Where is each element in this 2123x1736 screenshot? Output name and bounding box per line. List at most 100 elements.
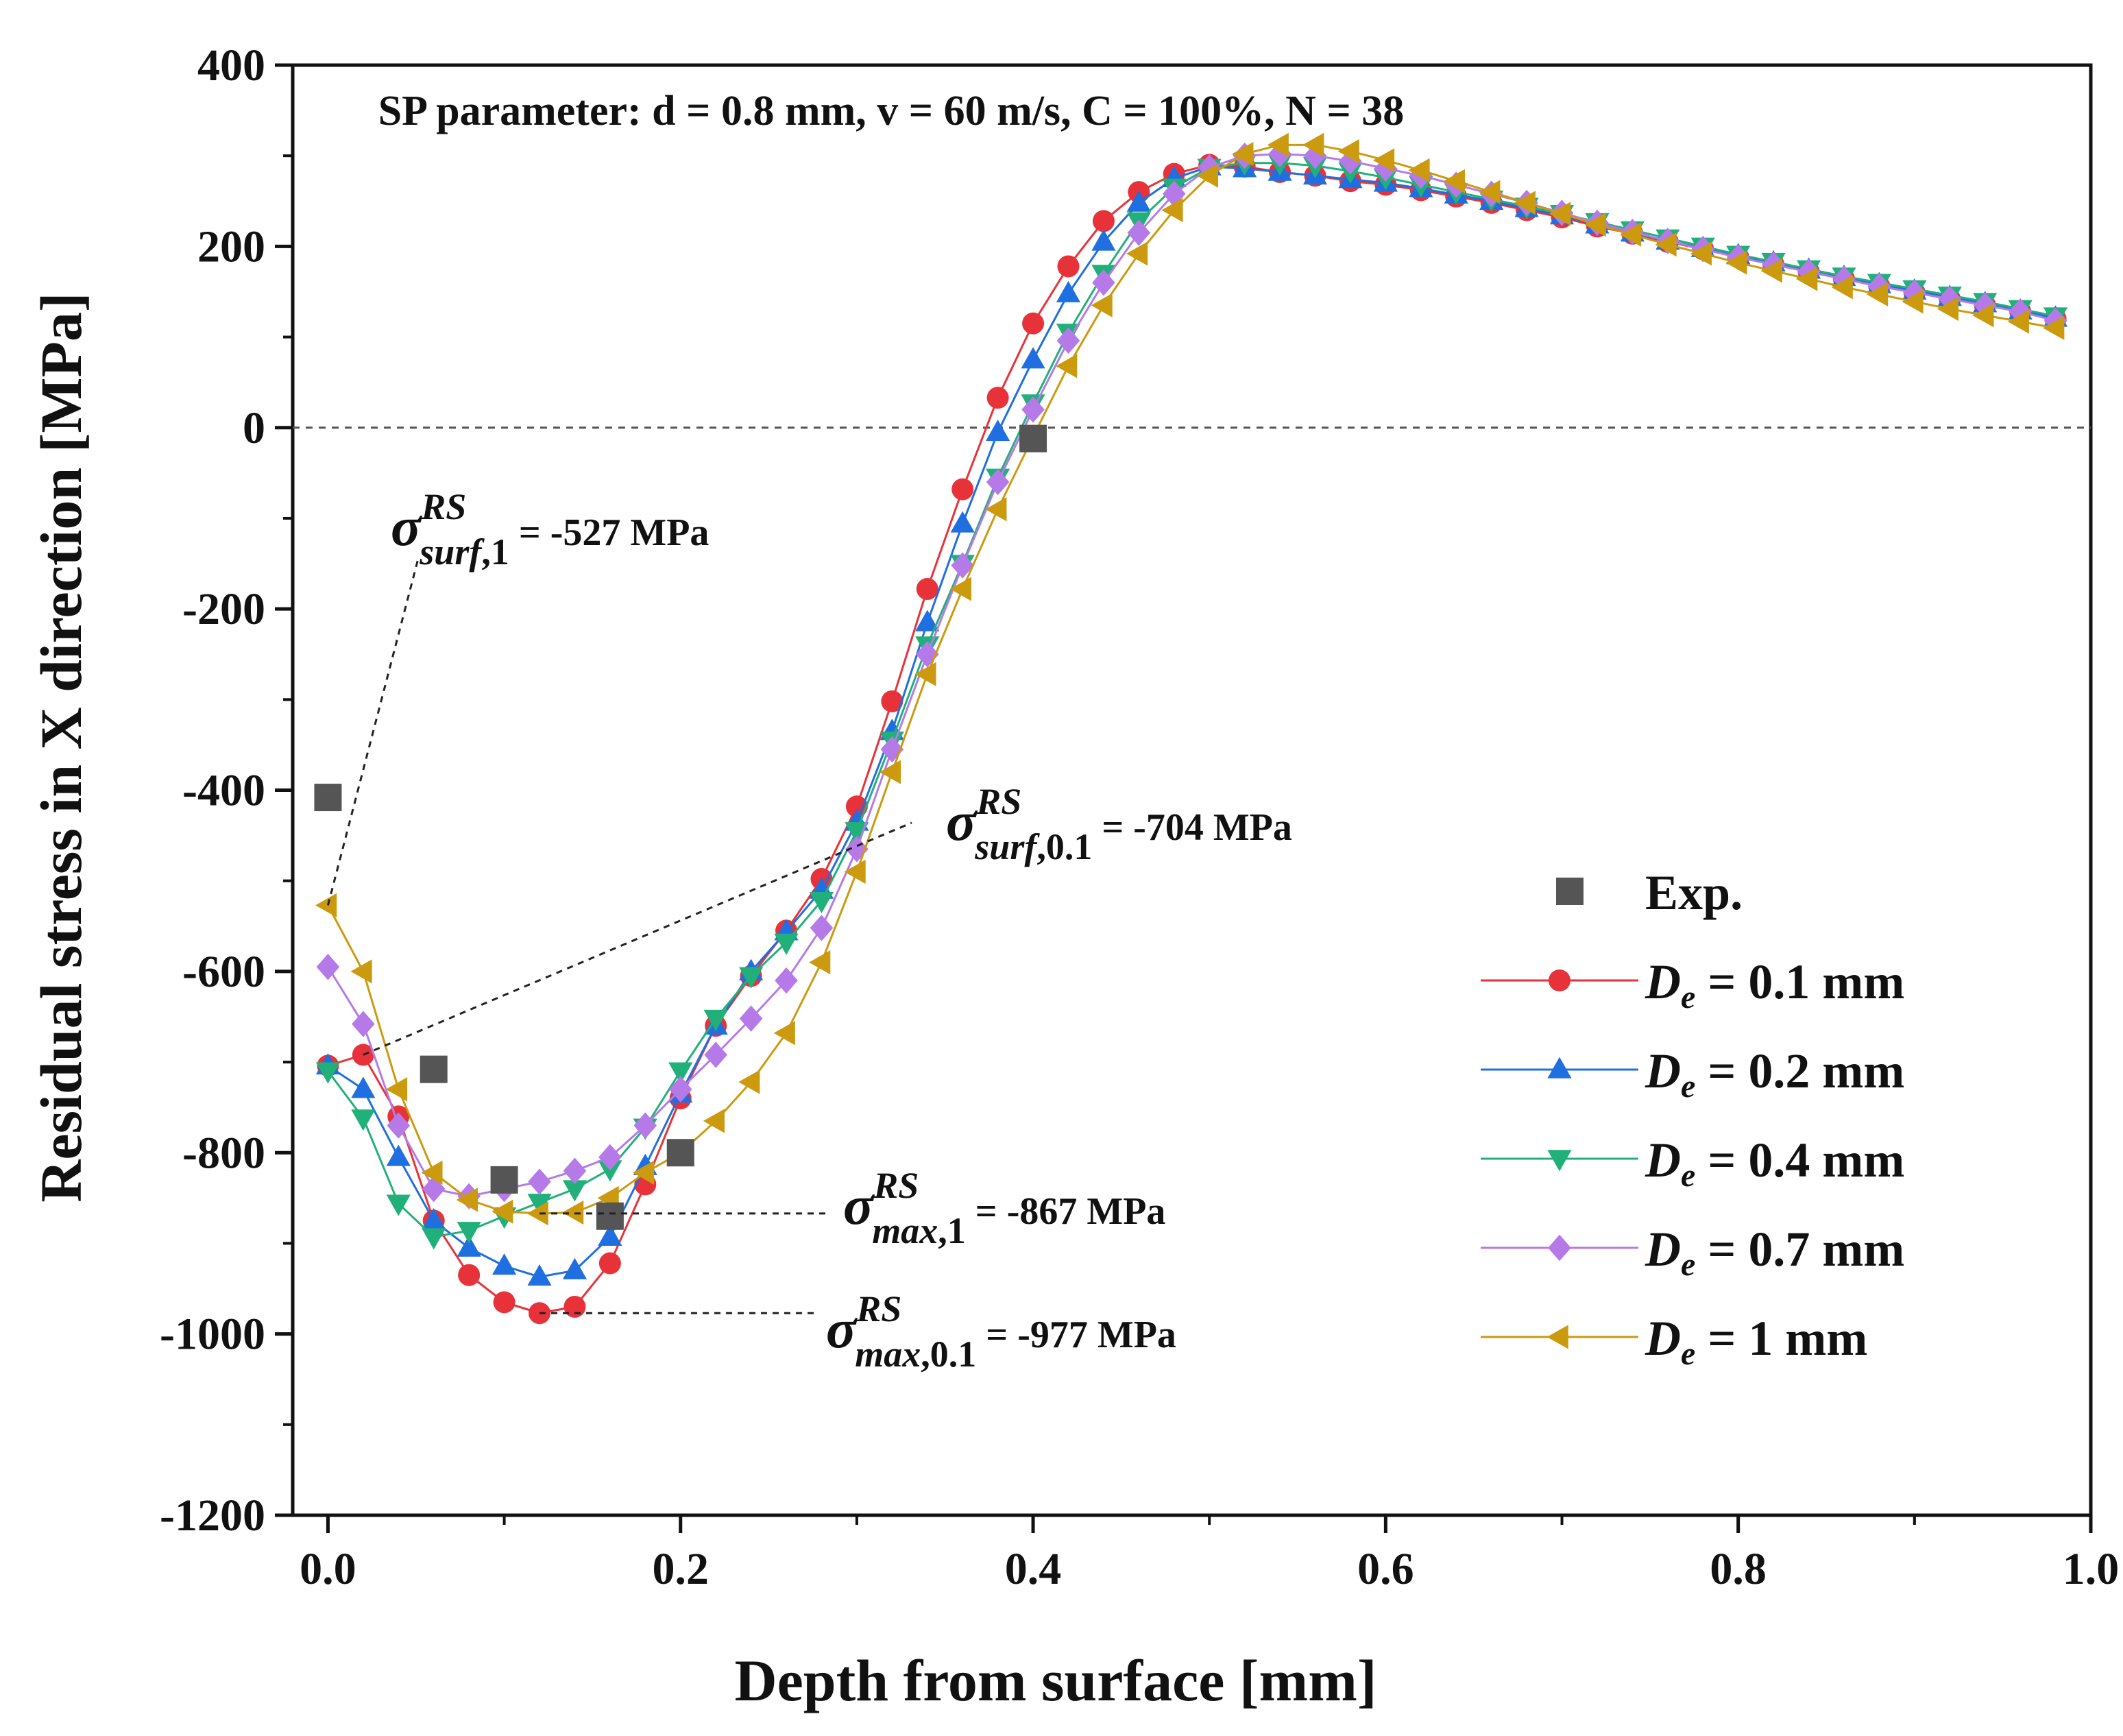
legend-sub: e xyxy=(1681,1336,1695,1372)
series-point xyxy=(526,1201,548,1226)
annotation-sup: RS xyxy=(873,1165,919,1206)
x-axis-title: Depth from surface [mm] xyxy=(735,1648,1377,1713)
annotation-text: = -704 MPa xyxy=(1092,806,1292,849)
y-tick-label: -800 xyxy=(182,1128,265,1178)
series-point xyxy=(739,967,764,989)
series-point xyxy=(1797,258,1821,285)
legend-item-2: De = 0.2 mm xyxy=(1481,1044,1904,1105)
series-point xyxy=(1584,213,1606,237)
legend-rest: = 0.7 mm xyxy=(1695,1222,1904,1277)
series-point xyxy=(986,387,1009,409)
series-point xyxy=(527,1264,552,1286)
y-axis-title: Residual stress in X direction [MPa] xyxy=(28,292,94,1202)
x-tick-label: 0.0 xyxy=(300,1544,356,1594)
series-point xyxy=(457,1235,481,1257)
y-tick-label: 200 xyxy=(197,221,265,272)
annotation-surf01: σRS surf,0.1 = -704 MPa xyxy=(363,781,1292,1056)
series-point xyxy=(845,822,869,844)
annotation-max01: σRS max,0.1 = -977 MPa xyxy=(539,1288,1176,1375)
annotation-leader xyxy=(326,558,420,906)
series-point xyxy=(563,1157,587,1184)
legend-sub: e xyxy=(1681,1246,1695,1283)
legend-sub: e xyxy=(1681,979,1695,1015)
series-5 xyxy=(315,132,2065,1226)
series-point xyxy=(985,497,1007,522)
series-point xyxy=(1127,219,1151,246)
legend-marker xyxy=(1547,1057,1572,1078)
exp-point xyxy=(490,1166,518,1194)
legend-var: D xyxy=(1645,954,1681,1009)
annotation-sup: RS xyxy=(420,486,466,527)
series-point xyxy=(422,1207,446,1230)
series-point xyxy=(1973,292,1997,319)
series-point xyxy=(951,552,974,579)
legend-exp-label: Exp. xyxy=(1645,865,1743,920)
series-point xyxy=(1514,191,1536,215)
annotation-sym: σ xyxy=(843,1174,875,1236)
series-point xyxy=(492,1253,517,1275)
series-point xyxy=(456,1188,478,1212)
series-2 xyxy=(315,154,2068,1286)
series-point xyxy=(458,1264,481,1286)
series-point xyxy=(633,1112,657,1139)
legend-item-5: De = 1 mm xyxy=(1481,1311,1867,1372)
series-point xyxy=(844,859,866,884)
series-point xyxy=(1056,280,1081,302)
series-point xyxy=(598,1144,622,1171)
y-tick-label: -1200 xyxy=(160,1491,265,1541)
series-point xyxy=(1056,354,1078,378)
annotation-sup: RS xyxy=(975,781,1021,822)
series-point xyxy=(493,1291,515,1314)
legend-label: De = 0.1 mm xyxy=(1645,954,1904,1015)
series-point xyxy=(668,1076,692,1102)
legend-label: De = 0.7 mm xyxy=(1645,1222,1904,1283)
series-point xyxy=(845,795,868,818)
annotation-sub: max xyxy=(855,1334,921,1375)
series-point xyxy=(1091,229,1116,251)
series-point xyxy=(352,1011,375,1037)
series-point xyxy=(1408,158,1430,182)
series-point xyxy=(1196,163,1219,188)
series-point xyxy=(387,1112,411,1139)
annotation-subnum: ,0.1 xyxy=(1036,826,1092,867)
annotation-text: σRS max,1 = -867 MPa xyxy=(843,1165,1165,1251)
series-point xyxy=(950,511,975,533)
y-tick-label: 0 xyxy=(243,403,265,453)
series-point xyxy=(2007,309,2029,334)
exp-point xyxy=(420,1055,448,1083)
series-point xyxy=(881,690,903,712)
annotation-leader xyxy=(363,821,912,1056)
annotation-sym: σ xyxy=(826,1297,858,1360)
series-point xyxy=(809,950,831,975)
series-point xyxy=(1655,232,1677,257)
series-point xyxy=(1126,241,1148,266)
exp-point xyxy=(596,1202,624,1230)
legend-sub: e xyxy=(1681,1068,1695,1105)
series-point xyxy=(385,1077,408,1102)
y-tick-label: -200 xyxy=(182,584,265,634)
annotation-sub: max xyxy=(872,1210,938,1251)
series-point xyxy=(598,1224,622,1246)
legend-var: D xyxy=(1645,1044,1681,1098)
annotation-text: = -977 MPa xyxy=(976,1314,1176,1356)
series-point xyxy=(810,915,834,941)
series-point xyxy=(668,1062,693,1084)
series-point xyxy=(774,933,799,955)
x-tick-label: 0.8 xyxy=(1710,1544,1767,1594)
series-point xyxy=(598,1252,621,1275)
legend-marker xyxy=(1548,1234,1571,1262)
series-point xyxy=(528,1168,551,1195)
legend-item-exp: Exp. xyxy=(1556,865,1743,920)
legend-label: De = 0.2 mm xyxy=(1645,1044,1904,1105)
series-point xyxy=(986,419,1010,442)
series-point xyxy=(1725,250,1747,275)
annotation-text: σRS max,0.1 = -977 MPa xyxy=(826,1288,1176,1375)
annotation-surf1: σRS surf,1 = -527 MPa xyxy=(326,486,709,906)
y-tick-label: -400 xyxy=(182,766,265,816)
y-tick-label: 400 xyxy=(197,40,265,91)
legend-rest: = 0.2 mm xyxy=(1695,1044,1904,1098)
series-point xyxy=(351,1109,376,1131)
legend-var: D xyxy=(1645,1222,1681,1277)
y-tick-label: -1000 xyxy=(160,1310,265,1360)
series-point xyxy=(704,1041,727,1068)
